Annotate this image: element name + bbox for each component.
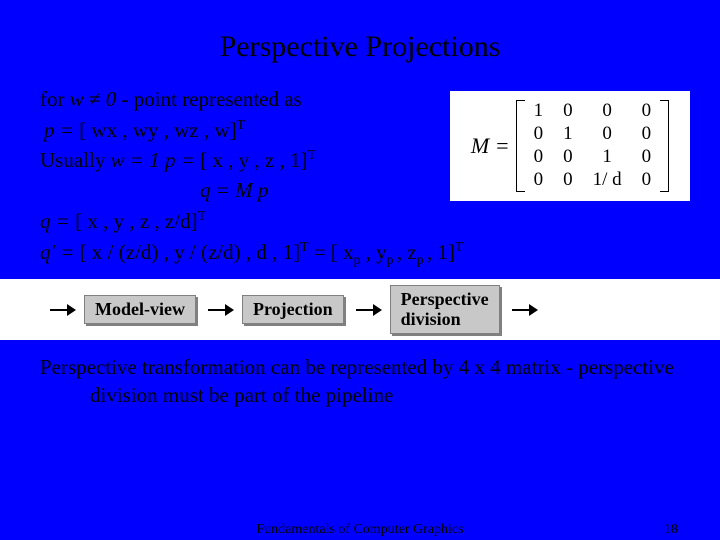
stage-box-perspective-division: Perspective division	[390, 285, 500, 335]
matrix-wrap: M = 1 0 0 0 0 1 0 0	[471, 100, 669, 192]
l6d: , y	[360, 240, 386, 264]
l3c: [ x , y , z , 1]	[200, 148, 307, 172]
l5a: q =	[40, 209, 75, 233]
matrix-cell: 1	[583, 146, 632, 169]
line-3: Usually w = 1 p = [ x , y , z , 1]T	[40, 146, 440, 175]
l2b: [ wx , wy , wz , w]	[79, 118, 236, 142]
matrix-cell: 0	[632, 123, 662, 146]
pipeline-stage: Perspective division	[356, 285, 500, 335]
matrix-cell: 1	[553, 123, 583, 146]
line-5: q = [ x , y , z , z/d]T	[40, 207, 440, 236]
l6sup2: T	[455, 239, 463, 254]
stage3b: division	[401, 309, 461, 329]
matrix-cell: 1/ d	[583, 169, 632, 192]
l6s3: p	[417, 252, 427, 267]
slide: Perspective Projections for w ≠ 0 - poin…	[0, 0, 720, 540]
l1a: for	[40, 87, 70, 111]
pipeline-band: Model-view Projection Perspective divisi…	[0, 279, 720, 341]
matrix-cell: 0	[632, 169, 662, 192]
matrix-panel: M = 1 0 0 0 0 1 0 0	[450, 91, 690, 201]
arrow-icon	[50, 304, 76, 316]
pipeline-stage: Model-view	[50, 295, 196, 325]
matrix-cell: 0	[553, 100, 583, 123]
body-area: for w ≠ 0 - point represented as p = [ w…	[40, 86, 680, 269]
footer-center: Fundamentals of Computer Graphics	[256, 522, 463, 538]
l5sup: T	[198, 208, 206, 223]
matrix-cell: 0	[583, 100, 632, 123]
matrix-row: 0 0 1/ d 0	[524, 169, 662, 192]
below-line: Perspective transformation can be repres…	[40, 354, 680, 409]
stage-box-projection: Projection	[242, 295, 344, 325]
matrix-cell: 0	[632, 146, 662, 169]
matrix-cell: 0	[553, 146, 583, 169]
below-text: Perspective transformation can be repres…	[40, 354, 680, 409]
l1b: w	[70, 87, 89, 111]
line-2: p = [ wx , wy , wz , w]T	[44, 116, 440, 145]
line-1: for w ≠ 0 - point represented as	[40, 86, 440, 114]
stage3a: Perspective	[401, 289, 489, 309]
matrix-label: M =	[471, 131, 510, 160]
l3b: w = 1 p =	[111, 148, 201, 172]
l6s2: p	[387, 252, 397, 267]
l6c: = [ x	[308, 240, 353, 264]
matrix-cell: 0	[524, 146, 554, 169]
arrow-icon	[208, 304, 234, 316]
matrix-cell: 0	[524, 123, 554, 146]
matrix-cell: 0	[524, 169, 554, 192]
l2sup: T	[237, 117, 245, 132]
line-6: q' = [ x / (z/d) , y / (z/d) , d , 1] T =…	[40, 238, 660, 269]
matrix-row: 0 1 0 0	[524, 123, 662, 146]
l6b: [ x / (z/d) , y / (z/d) , d , 1]	[80, 240, 300, 264]
arrow-icon	[512, 304, 538, 316]
l2a: p =	[44, 118, 79, 142]
pipeline-stage-end	[512, 304, 538, 316]
arrow-icon	[356, 304, 382, 316]
l1c: ≠	[89, 87, 106, 111]
matrix-cell: 0	[583, 123, 632, 146]
slide-title: Perspective Projections	[40, 30, 680, 64]
text-column: for w ≠ 0 - point represented as p = [ w…	[40, 86, 440, 236]
l3sup: T	[308, 147, 316, 162]
l6e: , z	[397, 240, 417, 264]
page-number: 18	[664, 522, 678, 538]
matrix-cell: 0	[632, 100, 662, 123]
line-4: q = M p	[200, 177, 440, 205]
l6f: , 1]	[427, 240, 455, 264]
stage-box-modelview: Model-view	[84, 295, 196, 325]
l1d: 0	[106, 87, 122, 111]
matrix-row: 0 0 1 0	[524, 146, 662, 169]
matrix-bracket: 1 0 0 0 0 1 0 0 0 0	[516, 100, 670, 192]
l3a: Usually	[40, 148, 111, 172]
l1e: - point represented as	[122, 87, 302, 111]
pipeline-stage: Projection	[208, 295, 344, 325]
l5b: [ x , y , z , z/d]	[75, 209, 197, 233]
matrix-table: 1 0 0 0 0 1 0 0 0 0	[524, 100, 662, 192]
matrix-cell: 0	[553, 169, 583, 192]
l6a: q' =	[40, 240, 80, 264]
matrix-cell: 1	[524, 100, 554, 123]
matrix-row: 1 0 0 0	[524, 100, 662, 123]
